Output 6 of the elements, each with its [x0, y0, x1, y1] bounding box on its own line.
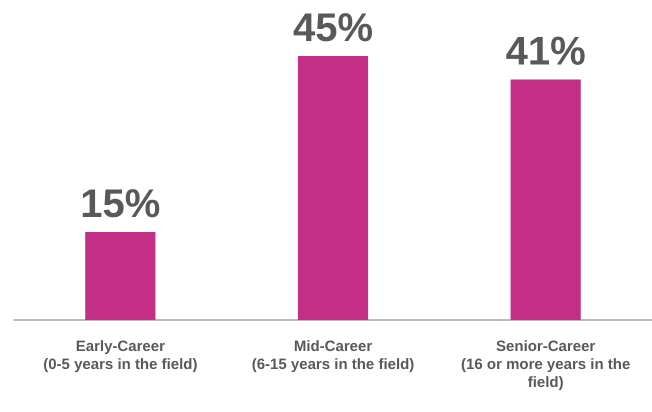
x-tick-label: Senior-Career (16 or more years in the field) [461, 338, 630, 392]
x-tick-label: Mid-Career (6-15 years in the field) [252, 338, 414, 374]
data-label: 15% [80, 182, 160, 226]
x-tick-label: Early-Career (0-5 years in the field) [43, 338, 198, 374]
data-label: 45% [292, 6, 374, 50]
data-label: 41% [506, 30, 586, 74]
